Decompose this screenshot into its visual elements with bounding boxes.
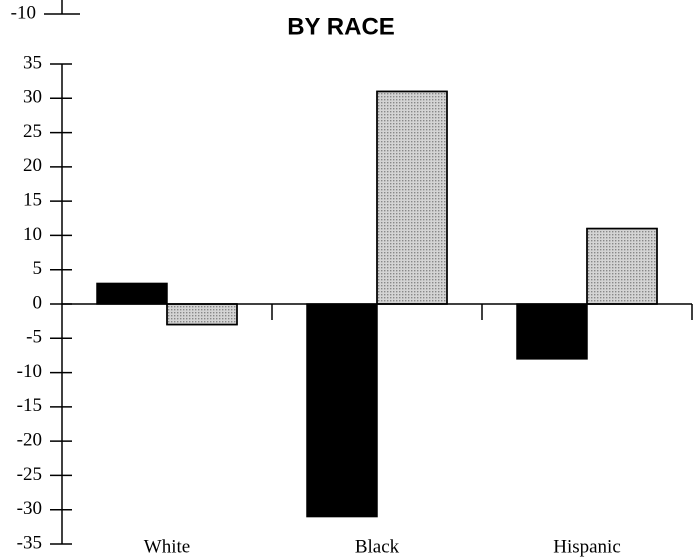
bar-pattern (376, 90, 448, 305)
y-tick-label: 20 (23, 155, 42, 176)
y-tick-label: 35 (23, 52, 42, 73)
y-tick-label: -20 (17, 430, 42, 451)
bar (516, 303, 588, 360)
fragment-label: -10 (11, 2, 36, 23)
bar-pattern (586, 227, 658, 305)
y-tick-label: 10 (23, 224, 42, 245)
y-tick-label: -25 (17, 464, 42, 485)
bar-pattern (166, 303, 238, 326)
x-tick-label: White (144, 536, 190, 557)
y-tick-label: -30 (17, 498, 42, 519)
y-tick-label: 30 (23, 87, 42, 108)
chart-title: BY RACE (287, 13, 395, 40)
y-tick-label: 25 (23, 121, 42, 142)
y-tick-label: -5 (26, 327, 42, 348)
y-tick-label: 5 (33, 258, 43, 279)
y-tick-label: 0 (33, 292, 43, 313)
y-tick-label: -15 (17, 395, 42, 416)
bar (306, 303, 378, 518)
y-tick-label: 15 (23, 190, 42, 211)
x-tick-label: Hispanic (553, 536, 621, 557)
y-tick-label: -35 (17, 532, 42, 553)
bar (96, 282, 168, 305)
y-tick-label: -10 (17, 361, 42, 382)
x-tick-label: Black (355, 536, 400, 557)
